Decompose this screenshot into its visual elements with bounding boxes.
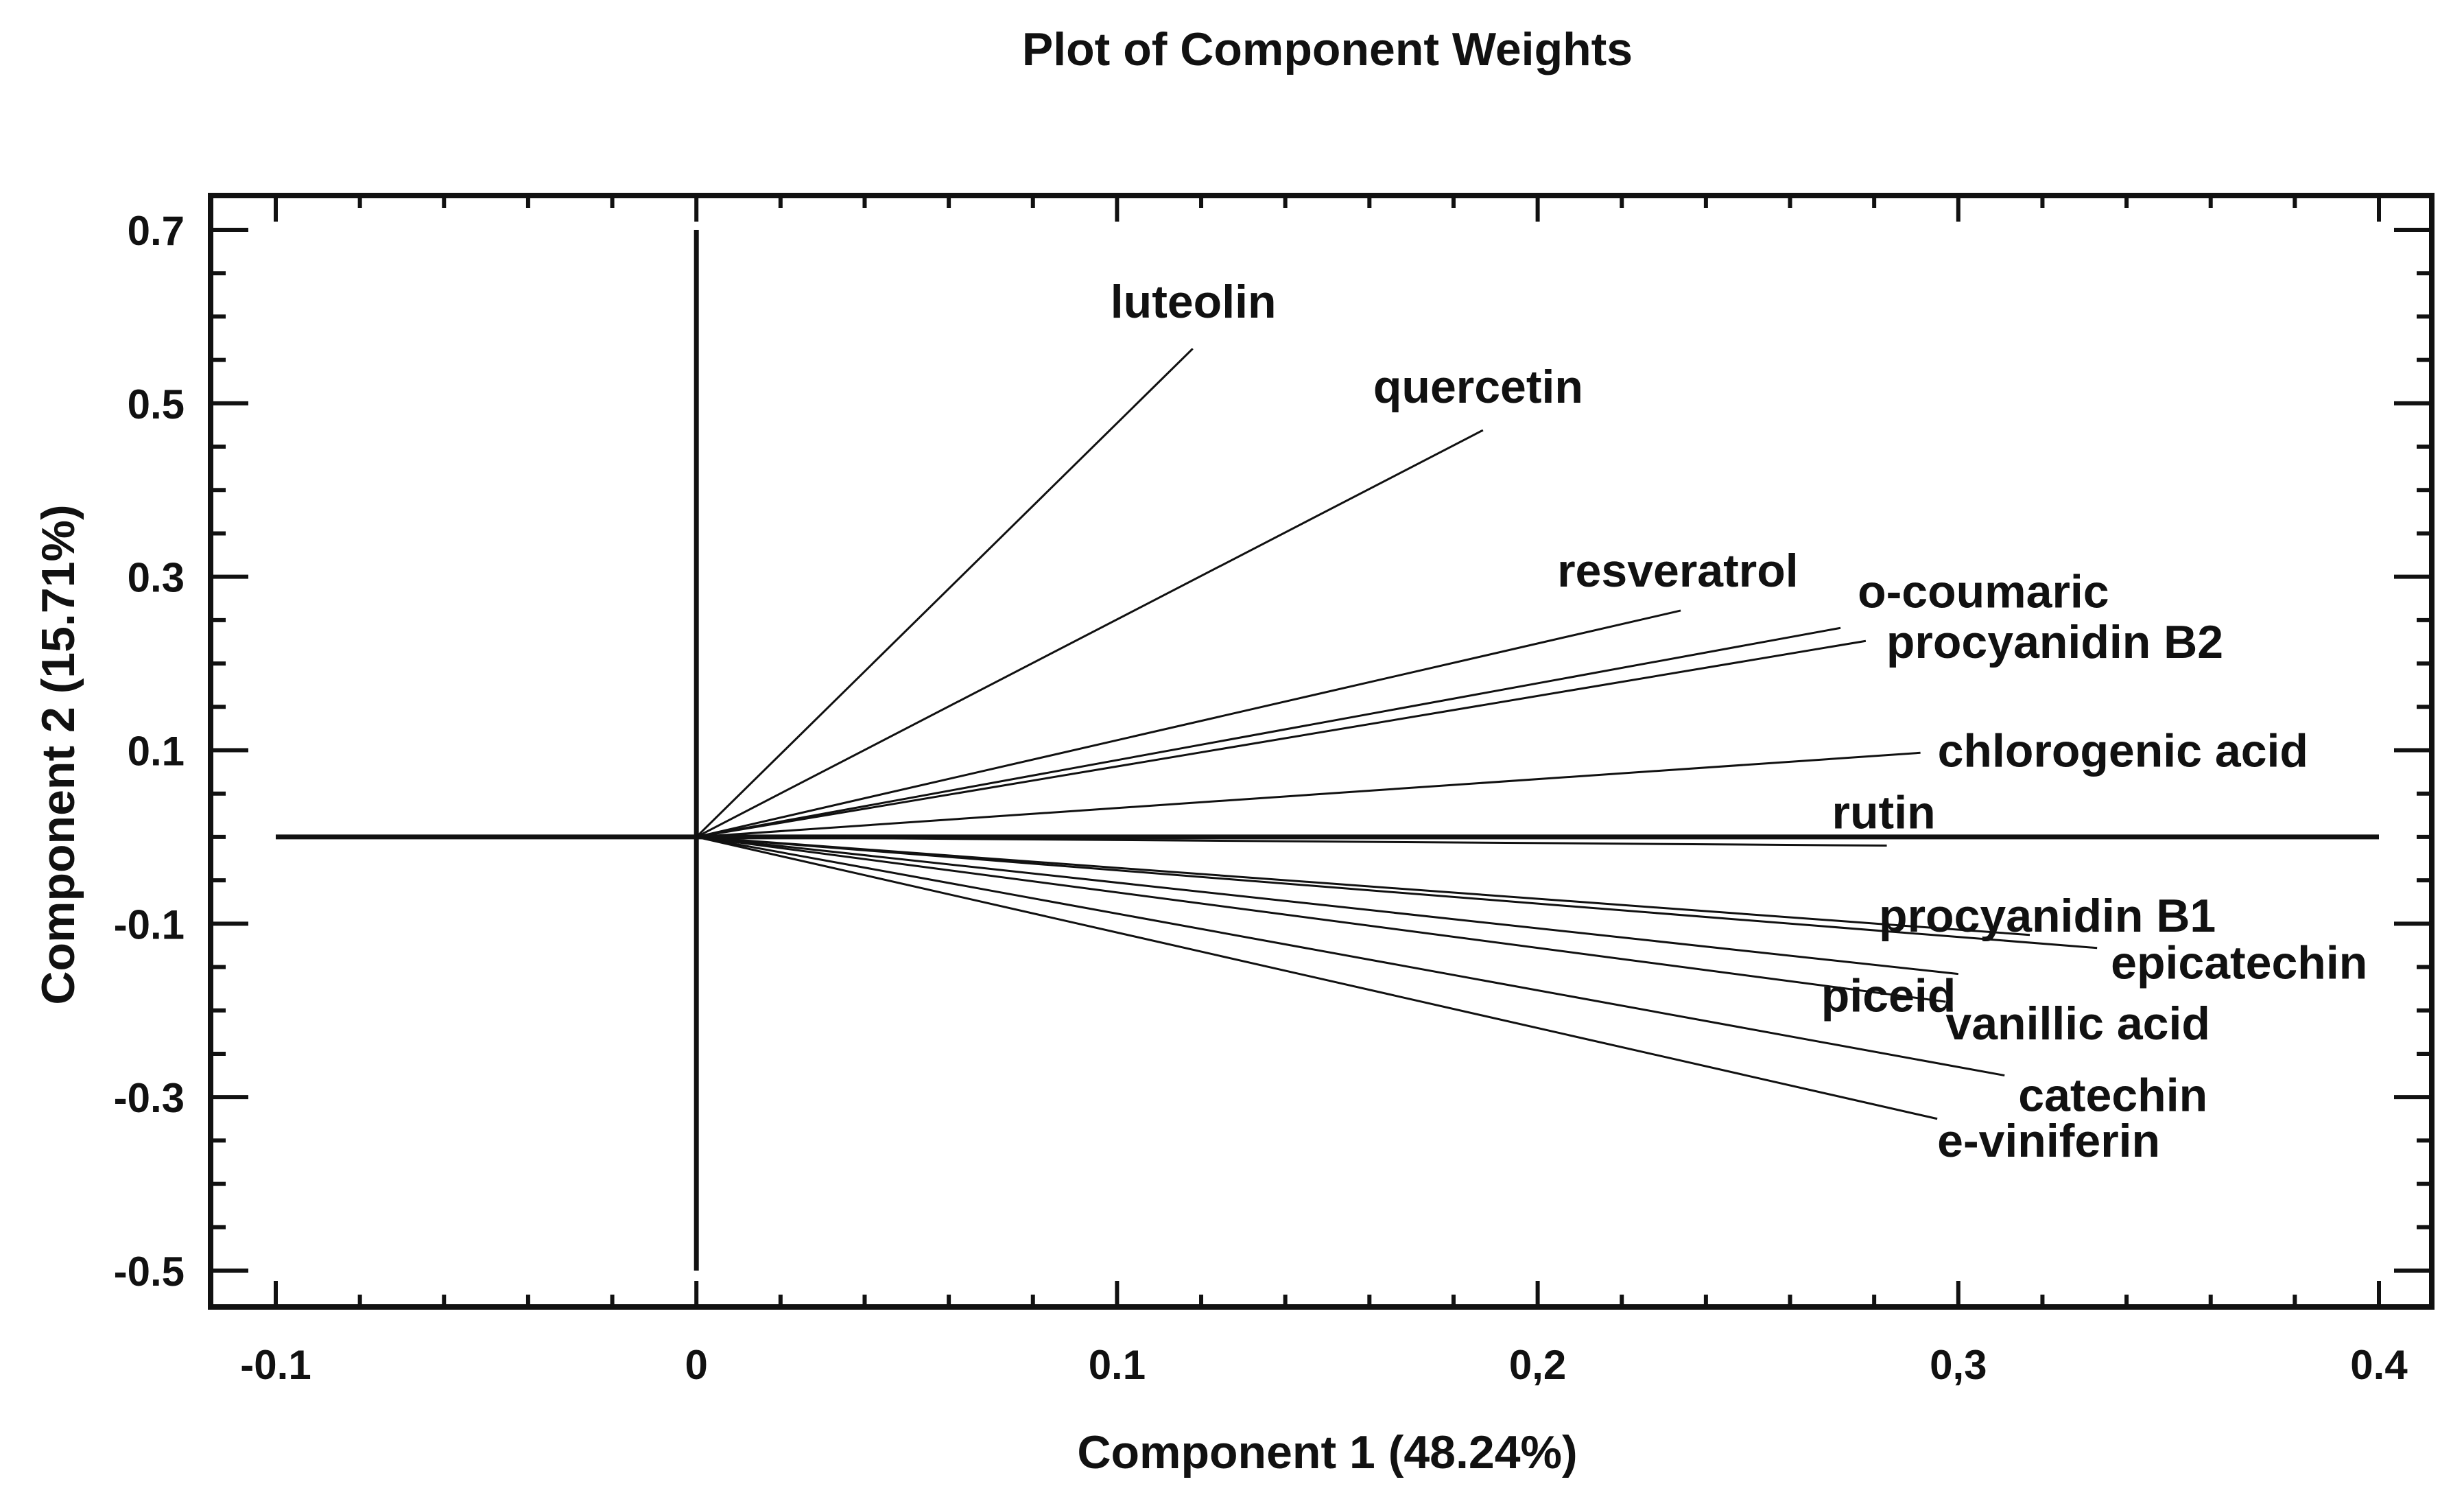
vector-chlorogenic-acid	[696, 751, 1921, 838]
vector-luteolin	[696, 348, 1194, 838]
vector-procyanidin-b1	[696, 836, 2030, 936]
vector-rutin	[696, 836, 1887, 847]
vector-epicatechin	[696, 836, 2098, 950]
x-tick-label: 0.4	[2350, 1342, 2408, 1388]
y-tick-label: -0.3	[114, 1075, 185, 1121]
chart-title: Plot of Component Weights	[1022, 23, 1633, 75]
axis-tick-labels: -0.1 0 0.1 0,2 0,3 0.4 0.7 0.5 0.3 0.1 -0.1 -0.3 -0.…	[114, 208, 2408, 1388]
label-quercetin: quercetin	[1373, 361, 1583, 413]
label-o-coumaric: o-coumaric	[1858, 565, 2109, 617]
label-rutin: rutin	[1832, 787, 1936, 839]
label-procyanidin-b1: procyanidin B1	[1879, 890, 2216, 942]
vector-vanillic-acid	[696, 836, 1946, 1003]
label-piceid: piceid	[1821, 970, 1956, 1022]
vector-e-viniferin	[696, 836, 1938, 1120]
label-resveratrol: resveratrol	[1557, 545, 1799, 597]
vector-procyanidin-b2	[696, 639, 1867, 838]
x-tick-label: -0.1	[240, 1342, 311, 1388]
axis-ticks	[211, 196, 2432, 1307]
vector-quercetin	[696, 429, 1484, 838]
y-tick-label: 0.1	[128, 729, 185, 775]
y-axis-label: Component 2 (15.71%)	[32, 504, 84, 1004]
component-vectors	[696, 348, 2098, 1120]
x-tick-label: 0,3	[1930, 1342, 1987, 1388]
y-tick-label: 0.7	[128, 208, 185, 254]
label-e-viniferin: e-viniferin	[1937, 1115, 2160, 1167]
y-tick-label: -0.1	[114, 901, 185, 947]
x-axis-label: Component 1 (48.24%)	[1077, 1426, 1577, 1478]
vector-piceid	[696, 836, 1958, 976]
label-chlorogenic-acid: chlorogenic acid	[1938, 724, 2308, 777]
y-tick-label: 0.5	[128, 381, 185, 427]
label-procyanidin-b2: procyanidin B2	[1886, 616, 2223, 668]
y-tick-label: -0.5	[114, 1249, 185, 1295]
label-vanillic-acid: vanillic acid	[1945, 998, 2210, 1050]
x-tick-label: 0.1	[1089, 1342, 1146, 1388]
label-luteolin: luteolin	[1111, 276, 1277, 328]
label-epicatechin: epicatechin	[2111, 937, 2367, 989]
x-tick-label: 0	[685, 1342, 708, 1388]
y-tick-label: 0.3	[128, 555, 185, 601]
label-catechin: catechin	[2018, 1070, 2207, 1122]
vector-o-coumaric	[696, 626, 1841, 838]
x-tick-label: 0,2	[1509, 1342, 1566, 1388]
vector-catechin	[696, 836, 2005, 1077]
vector-resveratrol	[696, 609, 1681, 838]
